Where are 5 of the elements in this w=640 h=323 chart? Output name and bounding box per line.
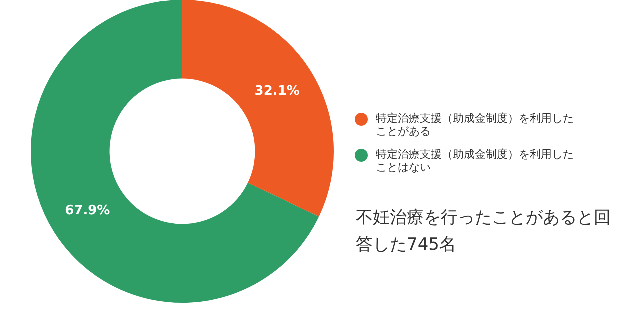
- data-label: 32.1%: [254, 84, 300, 100]
- text: 不妊治療を行ったことがあると回答した745名: [356, 207, 612, 257]
- legend-label: 特定治療支援（助成金制度）を利用したことがある: [376, 112, 575, 138]
- data-label: 67.9%: [65, 204, 110, 219]
- legend-label: 特定治療支援（助成金制度）を利用したことはない: [376, 148, 575, 174]
